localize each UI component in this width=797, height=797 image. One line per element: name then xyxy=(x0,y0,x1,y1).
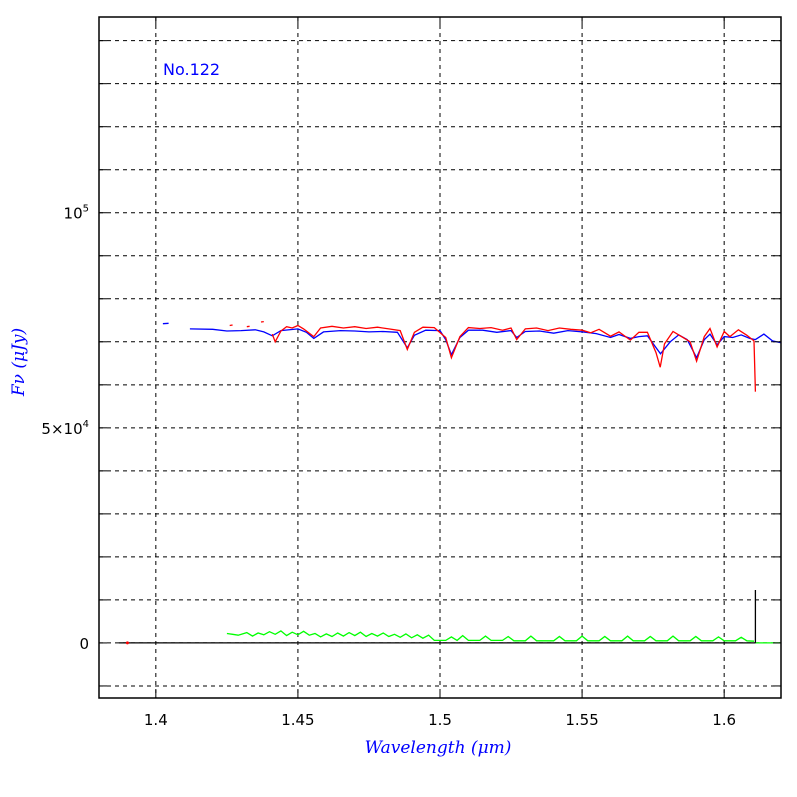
y-axis-label: Fν (μJy) xyxy=(9,328,29,397)
series-observed-line xyxy=(229,324,233,327)
x-axis-label: Wavelength (μm) xyxy=(365,738,512,758)
series-noise-line xyxy=(226,630,755,642)
marker-outlier xyxy=(125,641,129,645)
y-tick-label: 5×104 xyxy=(41,419,89,438)
x-tick-label: 1.6 xyxy=(712,711,736,729)
x-tick-label: 1.55 xyxy=(565,711,598,729)
ticks: 1.4 1.45 1.5 1.55 1.6 0 5×104 105 xyxy=(41,17,781,729)
x-tick-label: 1.45 xyxy=(281,711,314,729)
annotation-label: No.122 xyxy=(163,60,220,79)
series-group xyxy=(118,320,782,645)
x-tick-label: 1.4 xyxy=(144,711,168,729)
y-tick-label: 0 xyxy=(79,635,89,653)
y-tick-label: 105 xyxy=(64,204,89,223)
series-model-line xyxy=(189,328,782,360)
grid xyxy=(99,17,781,698)
series-observed-line xyxy=(271,324,757,392)
x-tick-label: 1.5 xyxy=(428,711,452,729)
